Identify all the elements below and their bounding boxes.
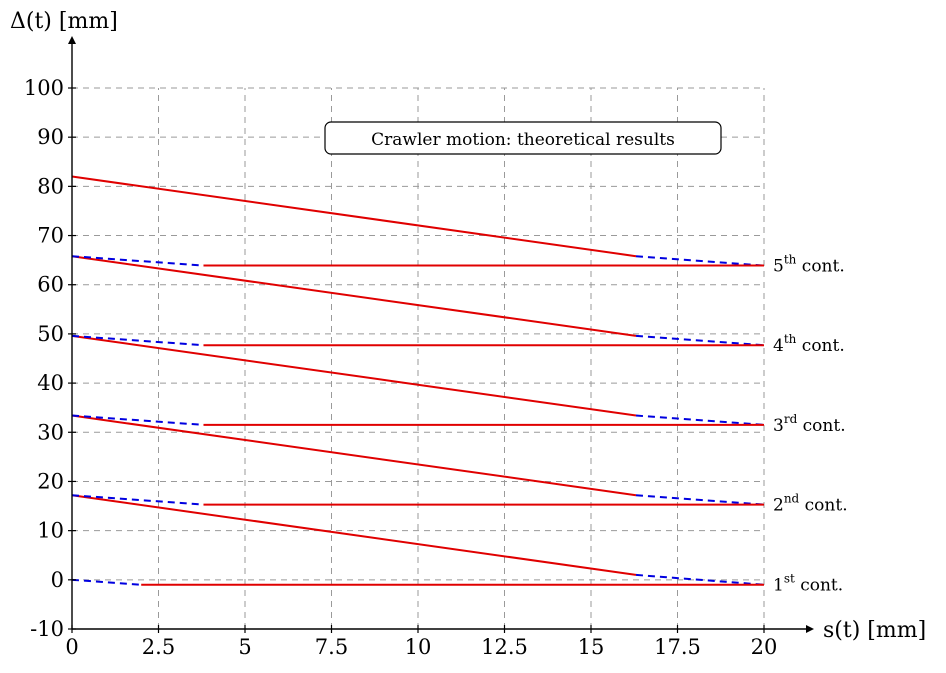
series-group — [71, 334, 765, 426]
series-label-number: 5 — [773, 257, 784, 277]
dashed-segment — [635, 573, 765, 586]
x-tick-label: 12.5 — [481, 635, 528, 659]
solid-segment — [71, 334, 637, 417]
y-tick-label: -10 — [30, 617, 64, 641]
series-label-suffix: st — [784, 572, 795, 586]
annotation-box: Crawler motion: theoretical results — [324, 121, 722, 155]
x-tick-label: 15 — [578, 635, 605, 659]
y-axis-title: Δ(t) [mm] — [10, 9, 118, 34]
dashed-segment — [71, 334, 204, 347]
grid — [72, 87, 765, 629]
y-tick-label: 70 — [37, 224, 64, 248]
series-labels: 1st cont.2nd cont.3rd cont.4th cont.5th … — [773, 253, 848, 596]
x-tick-label: 10 — [405, 635, 432, 659]
y-tick-label: 90 — [37, 125, 64, 149]
series-label: 3rd cont. — [773, 412, 846, 436]
y-tick-label: 30 — [37, 420, 64, 444]
series-label-suffix: th — [784, 332, 797, 346]
solid-segment — [71, 414, 637, 497]
series-label-text: cont. — [796, 257, 844, 277]
solid-segment — [71, 175, 637, 258]
series-label-text: cont. — [799, 496, 847, 516]
dashed-segment — [635, 255, 765, 267]
x-tick-label: 20 — [751, 635, 778, 659]
ticks — [68, 87, 765, 633]
plot-lines — [71, 175, 765, 586]
solid-segment — [71, 494, 637, 576]
series-label-text: cont. — [796, 336, 844, 356]
series-label: 1st cont. — [773, 572, 843, 596]
y-tick-label: 40 — [37, 371, 64, 395]
y-tick-label: 0 — [51, 568, 64, 592]
series-label-number: 1 — [773, 576, 784, 596]
annotation-text: Crawler motion: theoretical results — [371, 130, 675, 150]
dashed-segment — [635, 414, 765, 426]
series-group — [71, 255, 765, 347]
x-axis-title: s(t) [mm] — [823, 618, 926, 643]
series-group — [71, 494, 765, 586]
x-tick-label: 7.5 — [315, 635, 348, 659]
y-tick-label: 20 — [37, 469, 64, 493]
dashed-segment — [71, 414, 204, 426]
y-tick-label: 10 — [37, 519, 64, 543]
annotation-frame — [324, 121, 722, 155]
series-label-suffix: rd — [784, 412, 798, 426]
y-tick-label: 50 — [37, 322, 64, 346]
series-label-suffix: th — [784, 253, 797, 267]
series-label-number: 3 — [773, 416, 784, 436]
x-tick-label: 5 — [238, 635, 251, 659]
series-group — [71, 175, 765, 267]
series-label: 2nd cont. — [773, 492, 848, 516]
series-label: 5th cont. — [773, 253, 845, 277]
tick-labels: 0 2.5 5 7.5 10 12.5 15 17.5 20-10010203040506070… — [24, 76, 777, 659]
y-tick-label: 60 — [37, 273, 64, 297]
dashed-segment — [71, 578, 142, 586]
series-group — [71, 414, 765, 506]
y-tick-label: 80 — [37, 174, 64, 198]
dashed-segment — [635, 334, 765, 347]
series-label-text: cont. — [795, 576, 843, 596]
series-label-text: cont. — [797, 416, 845, 436]
solid-segment — [71, 255, 637, 337]
x-tick-label: 0 — [65, 635, 78, 659]
dashed-segment — [71, 494, 204, 506]
x-tick-label: 17.5 — [654, 635, 701, 659]
dashed-segment — [71, 255, 204, 267]
y-tick-label: 100 — [24, 76, 64, 100]
x-tick-label: 2.5 — [142, 635, 175, 659]
series-label-suffix: nd — [784, 492, 800, 506]
series-label-number: 2 — [773, 496, 784, 516]
series-label-number: 4 — [773, 336, 784, 356]
series-label: 4th cont. — [773, 332, 845, 356]
dashed-segment — [635, 494, 765, 506]
